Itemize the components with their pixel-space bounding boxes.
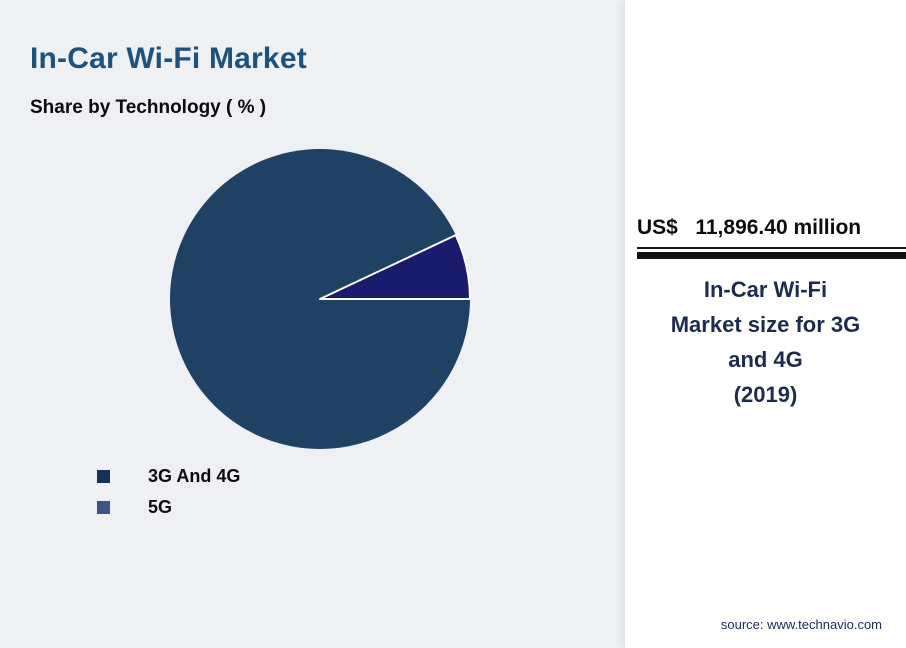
chart-subtitle: Share by Technology ( % ) [30, 97, 267, 118]
market-caption: In-Car Wi-Fi Market size for 3G and 4G (… [670, 277, 861, 407]
legend-label: 3G And 4G [148, 466, 241, 486]
legend: 3G And 4G 5G [97, 461, 240, 523]
legend-item-3g-and-4g: 3G And 4G [97, 461, 240, 492]
divider-bar [637, 252, 906, 259]
pie-chart-area [169, 148, 471, 450]
stat-panel: US$ 11,896.40 million In-Car Wi-Fi Marke… [625, 0, 906, 648]
legend-swatch-icon [97, 501, 110, 514]
pie-chart [170, 149, 471, 449]
legend-item-5g: 5G [97, 492, 240, 523]
page-title: In-Car Wi-Fi Market [30, 42, 307, 75]
market-value: US$ 11,896.40 million [637, 216, 906, 249]
legend-label: 5G [148, 497, 173, 517]
pie-slice-5g [319, 234, 471, 300]
source-credit: source: www.technavio.com [720, 617, 882, 632]
legend-swatch-icon [97, 470, 110, 483]
chart-section: In-Car Wi-Fi Market Share by Technology … [30, 42, 471, 523]
